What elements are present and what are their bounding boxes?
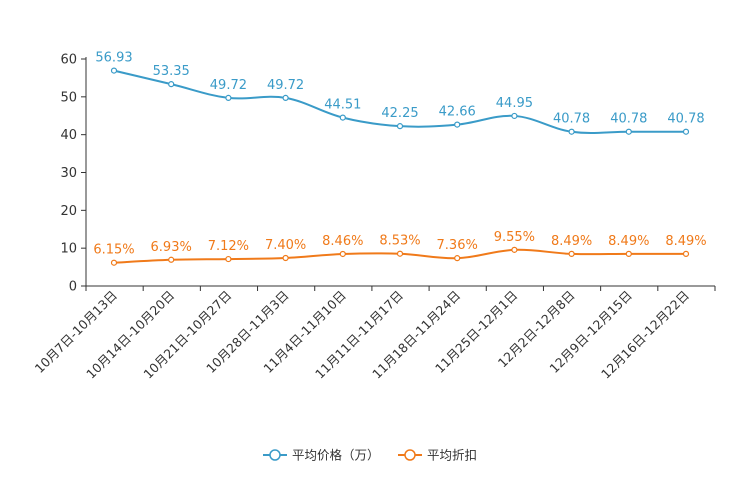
data-point[interactable] [625,250,632,257]
legend[interactable]: 平均价格（万） 平均折扣 [263,448,477,463]
data-label: 42.66 [439,105,476,120]
data-label: 40.78 [553,112,590,127]
data-label: 8.49% [551,234,592,249]
data-point[interactable] [511,246,518,253]
y-tick-label: 30 [60,166,77,181]
data-point[interactable] [396,123,404,130]
legend-label: 平均价格（万） [292,448,380,463]
data-label: 40.78 [610,112,647,127]
data-label: 8.53% [379,234,420,249]
data-label: 44.51 [324,98,361,113]
y-tick-label: 0 [69,280,77,295]
data-label: 42.25 [381,106,418,121]
data-point[interactable] [168,256,175,263]
data-label: 44.95 [496,96,533,111]
y-tick-label: 40 [60,128,77,143]
data-label: 49.72 [210,78,247,93]
legend-item-1[interactable]: 平均价格（万） [263,448,380,463]
data-point[interactable] [282,254,289,262]
data-point[interactable] [225,255,232,263]
series-1: 56.93 53.35 49.72 49.72 44.51 42.25 42.66 44.95… [95,51,705,135]
data-label: 8.46% [322,234,363,249]
data-point[interactable] [568,250,575,257]
data-label: 7.40% [265,238,306,253]
data-label: 8.49% [608,234,649,249]
data-point[interactable] [225,94,232,101]
data-label: 56.93 [95,51,132,66]
data-point[interactable] [339,114,346,121]
data-point[interactable] [396,250,404,257]
y-tick-label: 60 [60,53,77,68]
data-point[interactable] [339,250,346,258]
y-tick-label: 50 [60,90,77,105]
data-point[interactable] [568,128,575,135]
data-label: 9.55% [494,230,535,245]
legend-item-2[interactable]: 平均折扣 [398,448,477,463]
y-tick-label: 10 [60,242,77,257]
x-axis: 10月7日-10月13日10月14日-10月20日10月21日-10月27日10… [32,285,716,382]
y-tick-label: 20 [60,204,77,219]
data-point[interactable] [682,250,690,257]
data-label: 6.93% [151,240,192,255]
data-label: 49.72 [267,78,304,93]
series-layer: 56.93 53.35 49.72 49.72 44.51 42.25 42.66 44.95… [93,51,707,266]
data-label: 8.49% [665,234,706,249]
y-axis: 0 10 20 30 40 50 60 [60,53,87,295]
data-label: 53.35 [153,64,190,79]
legend-swatch-marker [269,449,281,461]
data-point[interactable] [110,67,118,74]
data-point[interactable] [454,255,461,262]
data-point[interactable] [454,121,461,128]
data-point[interactable] [625,128,632,135]
data-label: 7.12% [208,239,249,254]
data-point[interactable] [110,259,118,266]
data-label: 7.36% [437,238,478,253]
data-point[interactable] [682,128,690,135]
data-point[interactable] [511,112,518,120]
legend-swatch-marker [404,449,416,461]
data-label: 6.15% [93,243,134,258]
data-label: 40.78 [667,112,704,127]
data-point[interactable] [168,81,175,88]
data-point[interactable] [282,94,289,101]
legend-label: 平均折扣 [427,448,477,463]
series-2: 6.15% 6.93% 7.12% 7.40% 8.46% 8.53% 7.36% 9.55%… [93,230,707,266]
